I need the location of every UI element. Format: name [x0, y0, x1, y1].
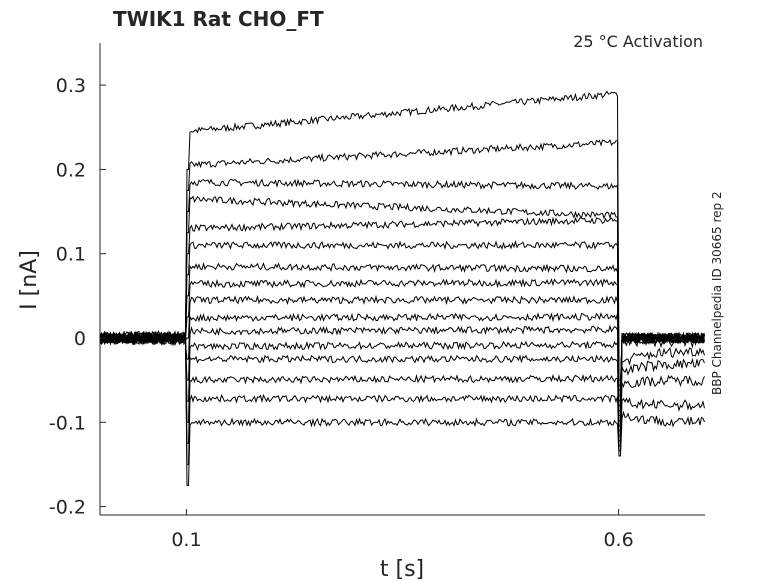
trace-line — [99, 240, 705, 406]
y-tick-label: -0.1 — [49, 412, 86, 434]
trace-line — [99, 195, 705, 396]
axes — [99, 43, 705, 516]
y-tick-label: 0.2 — [56, 159, 86, 181]
trace-line — [99, 324, 705, 432]
y-axis-label: I [nA] — [17, 250, 42, 310]
traces — [99, 90, 705, 486]
x-axis-label: t [s] — [380, 557, 424, 582]
trace-line — [99, 139, 705, 386]
trace-line — [99, 330, 705, 437]
trace-line — [99, 312, 705, 427]
y-tick-label: -0.2 — [49, 497, 86, 519]
trace-line — [99, 90, 705, 381]
trace-line — [99, 261, 705, 411]
ticks: -0.2 -0.1 0 0.1 0.2 0.3 0.1 0.6 — [49, 75, 634, 551]
x-tick-label: 0.1 — [171, 529, 201, 551]
trace-line — [99, 330, 705, 447]
annotation: 25 °C Activation — [573, 32, 703, 51]
trace-line — [99, 278, 705, 416]
trace-line — [100, 178, 705, 391]
side-label: BBP Channelpedia ID 30665 rep 2 — [710, 191, 724, 395]
y-tick-label: 0.1 — [56, 244, 86, 266]
y-tick-label: 0.3 — [56, 75, 86, 97]
x-tick-label: 0.6 — [603, 529, 633, 551]
trace-line — [99, 294, 705, 422]
chart-title: TWIK1 Rat CHO_FT — [113, 7, 324, 31]
trace-line — [99, 330, 705, 465]
y-tick-label: 0 — [74, 328, 86, 350]
trace-line — [99, 331, 705, 486]
trace-line — [99, 216, 705, 401]
trace-line — [99, 331, 705, 442]
